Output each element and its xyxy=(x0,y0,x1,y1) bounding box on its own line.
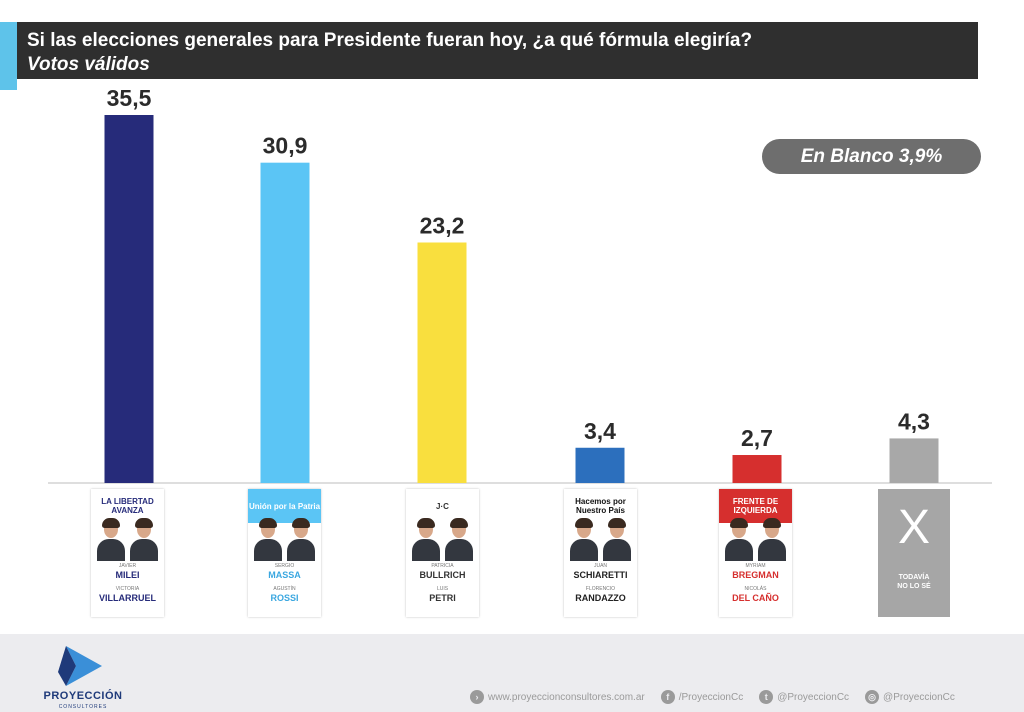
party-name: Unión por la Patria xyxy=(248,501,321,511)
candidate-photo xyxy=(129,517,159,561)
web-icon: › xyxy=(470,690,484,704)
footer-instagram[interactable]: ◎ @ProyeccionCc xyxy=(865,690,955,704)
first-name: FLORENCIO xyxy=(585,586,616,592)
blank-vote-badge: En Blanco 3,9% xyxy=(762,139,981,174)
brand-logo: PROYECCIÓN CONSULTORES xyxy=(40,642,126,710)
last-name: SCHIARETTI xyxy=(573,570,628,580)
party-logo: FRENTE DE IZQUIERDA xyxy=(719,489,792,523)
first-name: MYRIAM xyxy=(745,563,766,569)
party-logo: Unión por la Patria xyxy=(248,489,321,523)
candidate-names: MYRIAM BREGMAN NICOLÁS DEL CAÑO xyxy=(719,563,792,603)
party-logo: J·C xyxy=(406,489,479,523)
bar xyxy=(104,115,154,483)
candidate-photo xyxy=(444,517,474,561)
last-name: PETRI xyxy=(429,593,456,603)
bar-value-label: 30,9 xyxy=(263,133,308,159)
brand-name: PROYECCIÓN xyxy=(43,690,123,702)
party-logo: Hacemos por Nuestro País xyxy=(564,489,637,523)
candidate-photo xyxy=(411,517,441,561)
candidate-photos xyxy=(722,515,789,561)
chart-title: Si las elecciones generales para Preside… xyxy=(27,30,753,51)
undecided-line-2: NO LO SÉ xyxy=(897,583,931,590)
candidate-photo xyxy=(286,517,316,561)
last-name: VILLARRUEL xyxy=(99,593,156,603)
last-name: BULLRICH xyxy=(419,570,466,580)
twitter-icon: t xyxy=(759,690,774,704)
facebook-icon: f xyxy=(660,690,675,704)
candidate-photo xyxy=(569,517,599,561)
accent-bar xyxy=(0,22,17,90)
title-box: Si las elecciones generales para Preside… xyxy=(17,22,978,79)
brand-subname: CONSULTORES xyxy=(58,704,108,710)
candidate-photos xyxy=(567,515,634,561)
undecided-card: X TODAVÍA NO LO SÉ xyxy=(878,489,950,617)
chart-subtitle: Votos válidos xyxy=(27,54,150,75)
bar xyxy=(260,162,310,483)
candidate-card: Unión por la Patria SERGIO MASSA AGUSTÍN ROS… xyxy=(248,489,321,617)
slide xyxy=(0,0,1024,634)
candidate-photo xyxy=(602,517,632,561)
last-name: DEL CAÑO xyxy=(732,593,779,603)
website-text: www.proyeccionconsultores.com.ar xyxy=(488,691,645,703)
candidate-names: JAVIER MILEI VICTORIA VILLARRUEL xyxy=(91,563,164,603)
footer-facebook[interactable]: f /ProyeccionCc xyxy=(660,690,744,704)
bar-value-label: 3,4 xyxy=(584,418,616,444)
bar-value-label: 35,5 xyxy=(107,85,152,111)
undecided-line-1: TODAVÍA xyxy=(898,574,930,581)
twitter-text: @ProyeccionCc xyxy=(777,691,850,703)
party-name: J·C xyxy=(436,501,449,511)
facebook-text: /ProyeccionCc xyxy=(678,691,744,703)
bar-value-label: 2,7 xyxy=(741,425,773,451)
party-name: LA LIBERTAD AVANZA xyxy=(101,497,154,515)
first-name: NICOLÁS xyxy=(744,586,767,592)
last-name: MASSA xyxy=(268,570,301,580)
bar-value-label: 4,3 xyxy=(898,408,930,434)
last-name: RANDAZZO xyxy=(575,593,626,603)
candidate-photo xyxy=(253,517,283,561)
first-name: JUAN xyxy=(593,563,608,569)
footer-links: › www.proyeccionconsultores.com.ar f /Pr… xyxy=(470,690,965,704)
bar xyxy=(417,242,467,483)
candidate-card: Hacemos por Nuestro País JUAN SCHIARETTI FL… xyxy=(564,489,637,617)
logo-arrow-icon xyxy=(58,646,102,686)
candidate-photo xyxy=(757,517,787,561)
first-name: PATRICIA xyxy=(431,563,454,569)
instagram-text: @ProyeccionCc xyxy=(883,691,955,703)
candidate-card: FRENTE DE IZQUIERDA MYRIAM BREGMAN NICOLÁS D… xyxy=(719,489,792,617)
candidate-names: PATRICIA BULLRICH LUIS PETRI xyxy=(406,563,479,603)
bar xyxy=(732,455,782,483)
footer-website[interactable]: › www.proyeccionconsultores.com.ar xyxy=(470,690,645,704)
first-name: JAVIER xyxy=(118,563,137,569)
last-name: ROSSI xyxy=(270,593,299,603)
undecided-x-icon: X xyxy=(897,501,930,554)
candidate-photo xyxy=(724,517,754,561)
candidate-photo xyxy=(96,517,126,561)
last-name: BREGMAN xyxy=(732,570,779,580)
instagram-icon: ◎ xyxy=(865,690,880,704)
bar-chart: 35,5 30,9 23,2 3,4 2,7 4,3 xyxy=(48,85,992,484)
bar xyxy=(889,438,939,483)
bar xyxy=(575,447,625,483)
first-name: LUIS xyxy=(436,586,449,592)
candidate-names: JUAN SCHIARETTI FLORENCIO RANDAZZO xyxy=(564,563,637,603)
party-name: FRENTE DE IZQUIERDA xyxy=(732,497,779,515)
bar-value-label: 23,2 xyxy=(420,213,465,239)
candidate-photos xyxy=(251,515,318,561)
party-logo: LA LIBERTAD AVANZA xyxy=(91,489,164,523)
first-name: AGUSTÍN xyxy=(273,586,296,592)
first-name: SERGIO xyxy=(274,563,295,569)
footer-twitter[interactable]: t @ProyeccionCc xyxy=(759,690,849,704)
party-name: Hacemos por Nuestro País xyxy=(575,497,626,515)
candidate-card: LA LIBERTAD AVANZA JAVIER MILEI VICTORIA VIL… xyxy=(91,489,164,617)
candidate-names: SERGIO MASSA AGUSTÍN ROSSI xyxy=(248,563,321,603)
first-name: VICTORIA xyxy=(115,586,140,592)
last-name: MILEI xyxy=(115,570,140,580)
candidate-photos xyxy=(409,515,476,561)
candidate-card: J·C PATRICIA BULLRICH LUIS PETRI xyxy=(406,489,479,617)
candidate-photos xyxy=(94,515,161,561)
undecided-label: TODAVÍA NO LO SÉ xyxy=(878,573,950,591)
